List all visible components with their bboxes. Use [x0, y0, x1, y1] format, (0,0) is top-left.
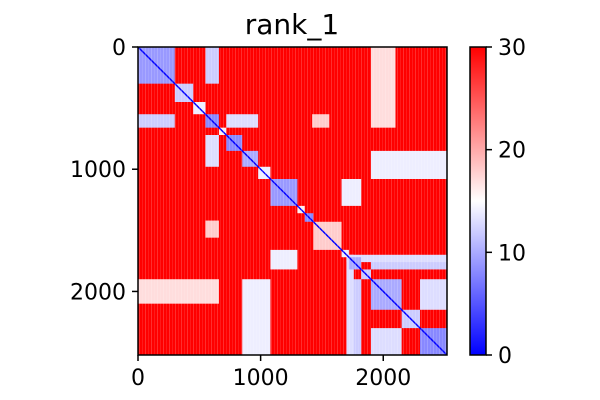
- y-tick-label: 2000: [70, 280, 126, 305]
- heatmap-texture: [138, 47, 447, 355]
- colorbar: [469, 46, 487, 356]
- colorbar-tick-label: 30: [498, 36, 526, 61]
- y-axis-ticks: 0 1000 2000: [70, 36, 138, 305]
- y-tick-label: 0: [112, 36, 126, 61]
- heatmap-frame: [137, 46, 448, 356]
- x-tick-label: 0: [131, 366, 145, 391]
- colorbar-tick-label: 10: [498, 241, 526, 266]
- chart-title: rank_1: [245, 8, 339, 41]
- y-tick-label: 1000: [70, 158, 126, 183]
- x-tick-label: 2000: [355, 366, 411, 391]
- x-tick-label: 1000: [233, 366, 289, 391]
- x-axis-ticks: 0 1000 2000: [131, 355, 411, 391]
- colorbar-ticks: 0 10 20 30: [486, 36, 526, 369]
- colorbar-tick-label: 20: [498, 139, 526, 164]
- colorbar-tick-label: 0: [498, 344, 512, 369]
